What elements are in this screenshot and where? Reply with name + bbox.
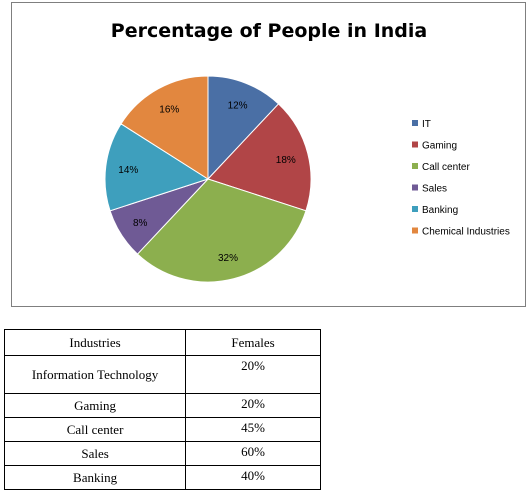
- chart-area: Percentage of People in India 12% 18% 32% 8…: [11, 2, 526, 307]
- industry-cell: Sales: [3, 441, 187, 466]
- legend-label: IT: [422, 119, 431, 130]
- legend-label: Call center: [422, 162, 470, 173]
- females-cell: 60%: [185, 441, 321, 466]
- industry-cell: Call center: [3, 417, 187, 442]
- table-row: Call center 45%: [3, 417, 321, 442]
- pie-slice-call-center: [136, 178, 307, 283]
- slice-label: 12%: [228, 100, 248, 111]
- table-header-cell: Industries: [3, 329, 187, 356]
- pie-slice-it: [207, 75, 280, 181]
- slice-label: 18%: [276, 155, 296, 166]
- legend-label: Chemical Industries: [422, 227, 510, 238]
- legend-swatch: [412, 227, 418, 234]
- industry-cell: Banking: [3, 465, 187, 490]
- legend-label: Banking: [422, 205, 458, 216]
- slice-label: 8%: [133, 218, 148, 229]
- table-header-row: Industries Females: [3, 329, 321, 356]
- table-row: Gaming 20%: [3, 393, 321, 418]
- pie-slice-banking: [104, 123, 210, 212]
- legend-swatch: [412, 184, 418, 191]
- legend-swatch: [412, 206, 418, 212]
- females-cell: 20%: [185, 393, 321, 418]
- legend-label: Sales: [422, 184, 447, 195]
- industry-cell: Information Technology: [3, 355, 187, 394]
- females-cell: 45%: [185, 417, 321, 442]
- table-row: Information Technology 20%: [3, 355, 321, 394]
- chart-title: Percentage of People in India: [111, 20, 427, 42]
- females-cell: 20%: [185, 355, 321, 394]
- slice-labels: 12% 18% 32% 8% 14% 16%: [118, 100, 296, 264]
- legend-swatch: [412, 120, 418, 126]
- table-header-cell: Females: [185, 329, 321, 356]
- pie-chart: Percentage of People in India 12% 18% 32% 8…: [104, 20, 510, 283]
- legend-swatch: [412, 141, 418, 148]
- slice-label: 16%: [159, 105, 179, 116]
- legend-label: Gaming: [422, 141, 457, 152]
- pie-slice-gaming: [207, 103, 312, 212]
- pie-slices: [104, 75, 312, 283]
- legend: IT Gaming Call center Sales Banking Chemical …: [412, 119, 510, 238]
- table-row: Sales 60%: [3, 441, 321, 466]
- pie-slice-chemical-industries: [120, 75, 209, 180]
- females-cell: 40%: [185, 465, 321, 490]
- data-table: Industries Females Information Technology 2…: [3, 329, 321, 490]
- legend-swatch: [412, 163, 418, 169]
- slice-label: 32%: [218, 253, 238, 264]
- slice-label: 14%: [118, 165, 138, 176]
- table-row: Banking 40%: [3, 465, 321, 490]
- industry-cell: Gaming: [3, 393, 187, 418]
